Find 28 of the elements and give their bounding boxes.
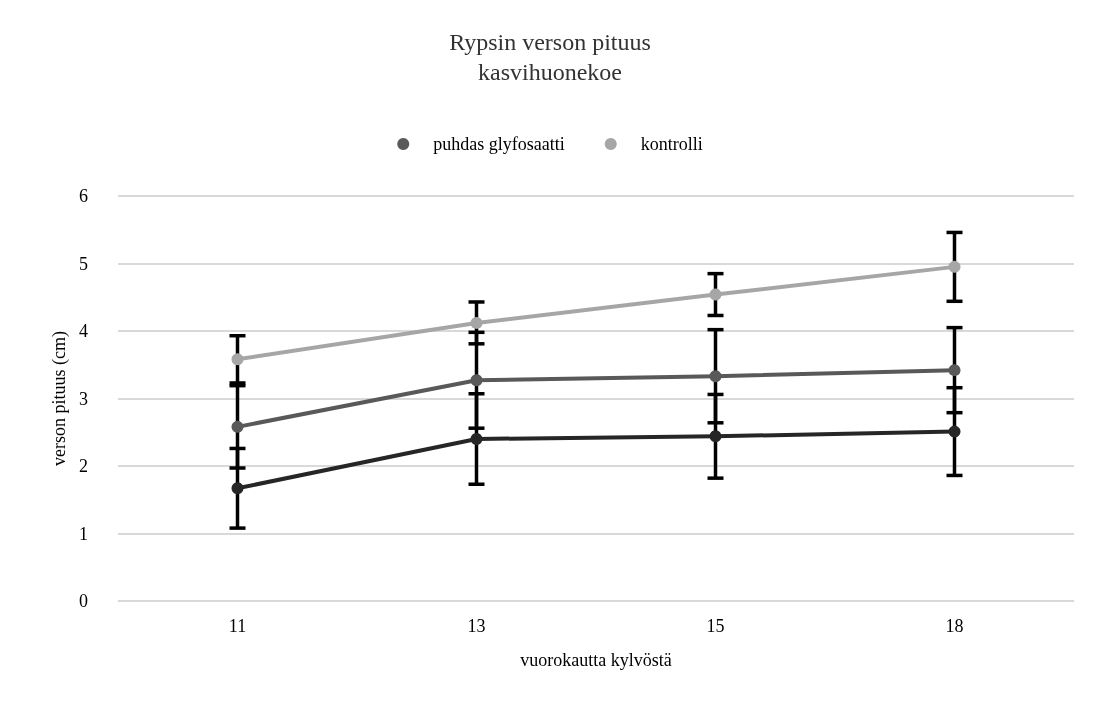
- point: [231, 482, 244, 495]
- y-axis-title: verson pituus (cm): [49, 331, 70, 466]
- y-tick-label: 0: [79, 591, 88, 611]
- chart-title: Rypsin verson pituus kasvihuonekoe: [449, 29, 651, 85]
- y-tick-label: 1: [79, 523, 88, 544]
- x-axis-title: vuorokautta kylvöstä: [520, 650, 672, 670]
- point: [231, 353, 244, 366]
- x-tick-label: 11: [228, 616, 247, 636]
- y-tick-label: 2: [79, 456, 88, 476]
- point: [709, 370, 722, 383]
- x-tick-label: 13: [467, 616, 486, 636]
- y-tick-label: 5: [79, 253, 88, 274]
- legend-label: puhdas glyfosaatti: [433, 134, 565, 154]
- point: [948, 260, 961, 273]
- x-tick-label: 15: [706, 616, 725, 636]
- y-tick-label: 4: [79, 321, 88, 341]
- point: [470, 374, 483, 387]
- point: [948, 425, 961, 438]
- y-tick-label: 6: [79, 186, 88, 206]
- point: [470, 316, 483, 329]
- point: [470, 433, 483, 445]
- x-tick-label: 18: [945, 616, 964, 636]
- legend-label: kontrolli: [640, 134, 703, 154]
- point: [709, 430, 722, 443]
- point: [231, 420, 244, 433]
- y-tick-label: 3: [79, 388, 88, 409]
- point: [709, 288, 722, 301]
- point: [948, 364, 961, 377]
